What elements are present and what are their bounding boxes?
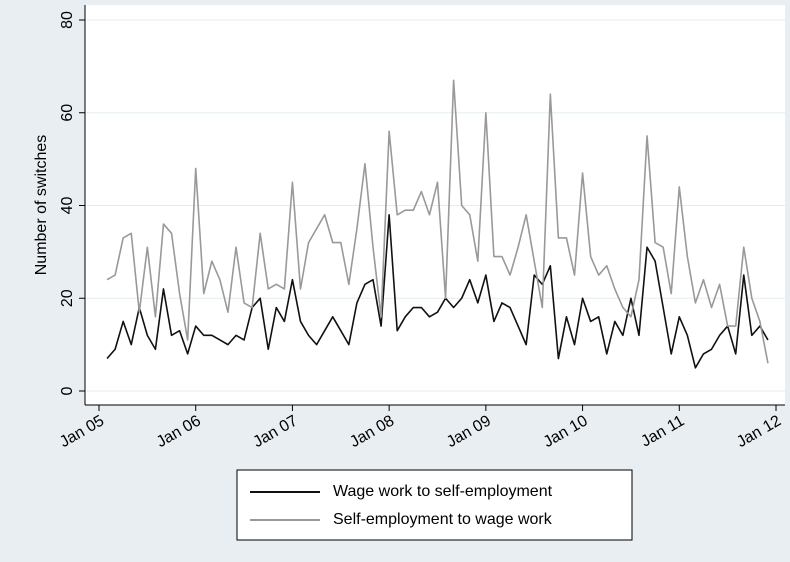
series-line bbox=[106, 79, 769, 364]
y-tick-label: 0 bbox=[59, 386, 76, 395]
y-axis-label: Number of switches bbox=[33, 135, 50, 276]
legend-label: Wage work to self-employment bbox=[333, 483, 553, 500]
legend bbox=[236, 469, 633, 541]
y-tick-label: 60 bbox=[59, 104, 76, 122]
y-tick-label: 40 bbox=[59, 197, 76, 215]
legend-label: Self-employment to wage work bbox=[333, 511, 553, 528]
series-line bbox=[106, 213, 769, 369]
y-tick-label: 20 bbox=[59, 289, 76, 307]
y-tick-label: 80 bbox=[59, 11, 76, 29]
